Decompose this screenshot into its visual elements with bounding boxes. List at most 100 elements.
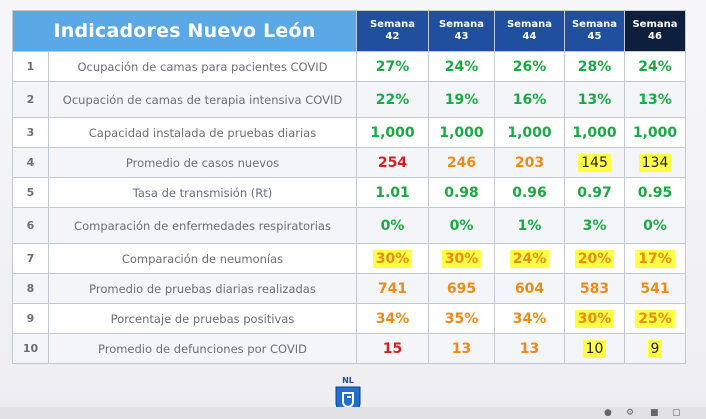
value-cell: 20% [564, 243, 625, 274]
week-number: 42 [385, 31, 400, 42]
indicator-label: Comparación de enfermedades respiratoria… [48, 207, 357, 244]
value-cell: 16% [494, 81, 565, 118]
indicator-value: 9 [647, 339, 663, 358]
week-header-current: Semana 46 [624, 10, 686, 52]
indicator-value: 1,000 [572, 124, 617, 141]
indicator-label: Promedio de defunciones por COVID [48, 333, 357, 364]
value-cell: 1,000 [624, 117, 686, 148]
value-cell: 1,000 [428, 117, 495, 148]
indicator-value: 1% [517, 217, 542, 234]
indicator-value: 0.95 [637, 184, 673, 201]
value-cell: 9 [624, 333, 686, 364]
table-row: 2 Ocupación de camas de terapia intensiva… [12, 81, 686, 118]
indicators-table: Indicadores Nuevo León Semana 42 Semana … [12, 10, 686, 364]
indicator-value: 203 [514, 154, 545, 171]
indicator-value: 0% [380, 217, 405, 234]
indicator-value: 0% [449, 217, 474, 234]
table-header-row: Indicadores Nuevo León Semana 42 Semana … [12, 10, 686, 52]
value-cell: 13% [564, 81, 625, 118]
value-cell: 28% [564, 51, 625, 82]
indicator-value: 0.98 [444, 184, 479, 201]
indicator-value: 24% [509, 249, 550, 268]
indicator-value: 17% [635, 249, 675, 268]
value-cell: 134 [624, 147, 686, 178]
indicator-value: 1.01 [375, 184, 410, 201]
row-number: 2 [12, 81, 49, 118]
indicator-label: Promedio de pruebas diarias realizadas [48, 273, 357, 304]
week-header: Semana 45 [564, 10, 625, 52]
week-number: 43 [454, 31, 469, 42]
value-cell: 25% [624, 303, 686, 334]
week-header: Semana 43 [428, 10, 495, 52]
value-cell: 35% [428, 303, 495, 334]
video-control-bar: ● ⚙ ■ ▢ [0, 407, 706, 419]
captions-icon[interactable]: ■ [650, 408, 659, 418]
row-number: 5 [12, 177, 49, 208]
indicator-value: 28% [577, 58, 612, 75]
indicator-value: 20% [574, 249, 615, 268]
indicator-value: 0.97 [577, 184, 612, 201]
value-cell: 13 [494, 333, 565, 364]
indicator-value: 16% [512, 91, 547, 108]
value-cell: 0.95 [624, 177, 686, 208]
fullscreen-icon[interactable]: ▢ [672, 408, 681, 418]
indicator-label: Porcentaje de pruebas positivas [48, 303, 357, 334]
indicator-value: 24% [444, 58, 479, 75]
indicator-value: 134 [638, 153, 672, 172]
indicator-label: Comparación de neumonías [48, 243, 357, 274]
value-cell: 34% [494, 303, 565, 334]
row-number: 10 [12, 333, 49, 364]
indicator-value: 1,000 [507, 124, 552, 141]
table-row: 4 Promedio de casos nuevos 254 246 203 145 134 [12, 147, 686, 178]
indicator-value: 13 [451, 340, 472, 357]
week-label: Semana [632, 19, 678, 30]
value-cell: 10 [564, 333, 625, 364]
logo-text: NL [342, 376, 354, 385]
settings-icon[interactable]: ⚙ [626, 408, 635, 418]
indicator-value: 145 [578, 153, 611, 172]
table-row: 9 Porcentaje de pruebas positivas 34% 35% 34… [12, 303, 686, 334]
value-cell: 34% [356, 303, 429, 334]
row-number: 7 [12, 243, 49, 274]
week-number: 45 [587, 31, 602, 42]
indicator-value: 27% [375, 58, 410, 75]
row-number: 4 [12, 147, 49, 178]
value-cell: 1,000 [356, 117, 429, 148]
value-cell: 1.01 [356, 177, 429, 208]
value-cell: 26% [494, 51, 565, 82]
value-cell: 1,000 [494, 117, 565, 148]
week-label: Semana [571, 19, 618, 30]
indicator-value: 10 [582, 339, 607, 358]
week-number: 44 [522, 31, 537, 42]
indicator-value: 254 [377, 154, 408, 171]
table-row: 1 Ocupación de camas para pacientes COVID… [12, 51, 686, 82]
value-cell: 583 [564, 273, 625, 304]
indicator-value: 1,000 [439, 124, 484, 141]
value-cell: 246 [428, 147, 495, 178]
indicator-value: 34% [512, 310, 547, 327]
value-cell: 254 [356, 147, 429, 178]
value-cell: 1% [494, 207, 565, 244]
value-cell: 24% [428, 51, 495, 82]
value-cell: 30% [356, 243, 429, 274]
value-cell: 30% [564, 303, 625, 334]
value-cell: 145 [564, 147, 625, 178]
row-number: 6 [12, 207, 49, 244]
value-cell: 17% [624, 243, 686, 274]
indicator-value: 541 [640, 280, 670, 297]
table-row: 6 Comparación de enfermedades respiratori… [12, 207, 686, 244]
indicator-value: 25% [635, 309, 675, 328]
volume-icon[interactable]: ● [604, 408, 612, 418]
indicator-value: 741 [377, 280, 408, 297]
value-cell: 3% [564, 207, 625, 244]
value-cell: 0.98 [428, 177, 495, 208]
indicator-value: 695 [446, 280, 477, 297]
indicator-value: 22% [375, 91, 410, 108]
indicator-value: 24% [638, 58, 672, 75]
value-cell: 22% [356, 81, 429, 118]
value-cell: 203 [494, 147, 565, 178]
indicator-label: Tasa de transmisión (Rt) [48, 177, 357, 208]
value-cell: 19% [428, 81, 495, 118]
value-cell: 0% [356, 207, 429, 244]
indicator-value: 15 [382, 340, 403, 357]
